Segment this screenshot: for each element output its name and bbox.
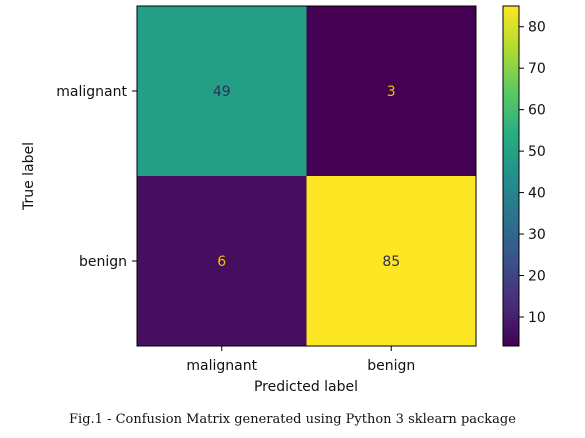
matrix-cell: [306, 6, 476, 176]
y-tick-label: malignant: [56, 84, 127, 100]
colorbar-tick-label: 40: [528, 186, 546, 202]
colorbar-tick-label: 80: [528, 20, 546, 36]
matrix-values: 49 3 6 85: [213, 84, 400, 270]
y-axis-label: True label: [21, 142, 37, 211]
colorbar-tick-label: 70: [528, 61, 546, 77]
matrix-cells: [137, 6, 476, 346]
colorbar-ticks: 10 20 30 40 50 60 70 80: [519, 20, 546, 326]
cell-value: 6: [217, 254, 226, 270]
cell-value: 49: [213, 84, 231, 100]
matrix-cell: [306, 176, 476, 346]
x-axis-label: Predicted label: [254, 379, 358, 395]
y-tick-label: benign: [79, 254, 127, 270]
x-tick-label: malignant: [186, 358, 257, 374]
matrix-cell: [137, 176, 307, 346]
y-axis-ticks: malignant benign: [56, 84, 137, 270]
colorbar-tick-label: 30: [528, 227, 546, 243]
x-axis-ticks: malignant benign: [186, 346, 415, 374]
plot-frame: [136, 5, 477, 347]
matrix-cell: [137, 6, 307, 176]
x-tick-label: benign: [367, 358, 415, 374]
colorbar: [502, 5, 520, 347]
cell-value: 3: [387, 84, 396, 100]
figure-caption: Fig.1 - Confusion Matrix generated using…: [69, 412, 516, 427]
colorbar-tick-label: 20: [528, 269, 546, 285]
colorbar-tick-label: 60: [528, 103, 546, 119]
colorbar-tick-label: 10: [528, 310, 546, 326]
colorbar-tick-label: 50: [528, 144, 546, 160]
cell-value: 85: [382, 254, 400, 270]
